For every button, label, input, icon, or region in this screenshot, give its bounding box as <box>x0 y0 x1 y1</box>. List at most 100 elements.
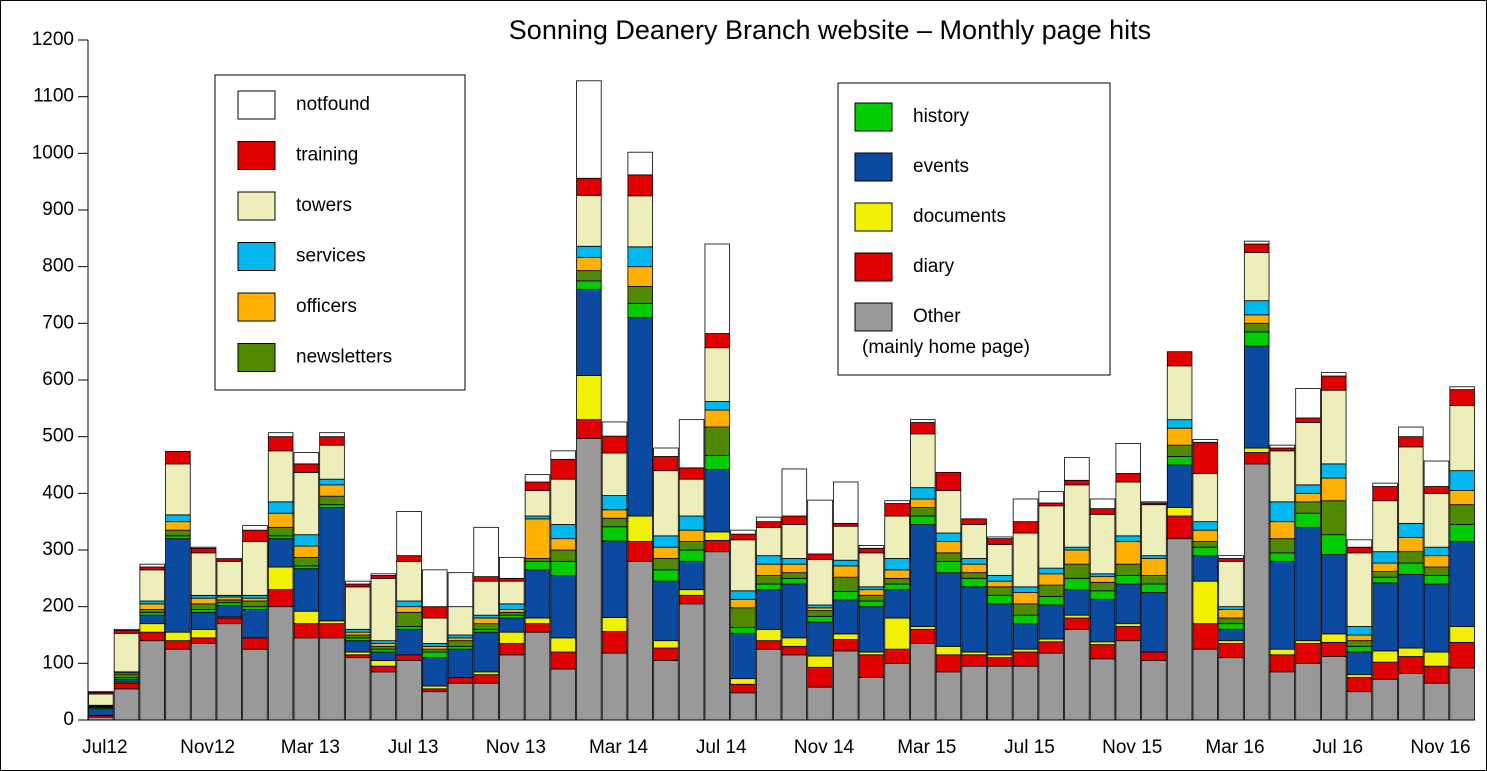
bar-segment <box>910 524 936 627</box>
bar-segment <box>1218 555 1244 559</box>
bar-segment <box>165 463 191 516</box>
bar-segment <box>961 577 987 588</box>
bar-segment <box>807 604 833 609</box>
bar-segment <box>832 599 859 635</box>
bar-segment <box>422 645 448 650</box>
bar-segment <box>704 333 731 349</box>
bar-segment <box>601 435 628 454</box>
bar-segment <box>216 602 243 606</box>
bar-segment <box>1141 555 1167 559</box>
bar-segment <box>832 565 859 578</box>
bar-segment <box>935 490 962 534</box>
bar-segment <box>678 589 705 596</box>
bar-segment <box>499 603 525 610</box>
bar-segment <box>1089 658 1116 721</box>
bar-segment <box>910 626 936 630</box>
bar-segment <box>653 470 679 537</box>
bar-segment <box>1115 626 1141 642</box>
bar-segment <box>576 194 602 247</box>
bar-segment <box>524 474 551 483</box>
bar-segment <box>396 611 422 627</box>
bar-segment <box>344 631 371 636</box>
bar-segment <box>1398 673 1424 721</box>
bar-segment <box>190 594 217 599</box>
bar-segment <box>653 647 679 661</box>
bar-segment <box>499 617 525 633</box>
bar-segment <box>1012 651 1039 667</box>
bar-segment <box>1115 623 1141 627</box>
x-tick-label: Jul 16 <box>1312 737 1363 758</box>
bar-segment <box>1166 365 1193 421</box>
bar-segment <box>1423 546 1450 557</box>
bar-segment <box>139 600 165 605</box>
bar-segment <box>935 654 962 673</box>
bar-segment <box>987 538 1013 545</box>
bar-segment <box>1064 614 1090 619</box>
bar-segment <box>755 563 782 576</box>
x-tick-label: Mar 15 <box>897 737 956 758</box>
bar-segment <box>242 594 268 599</box>
legend-swatch <box>854 252 893 282</box>
bar-segment <box>242 609 268 639</box>
bar-segment <box>755 555 782 565</box>
bar-segment <box>370 648 397 653</box>
x-tick-label: Mar 14 <box>589 737 649 758</box>
bar-segment <box>730 632 756 680</box>
bar-segment <box>422 688 448 693</box>
bar-segment <box>1243 322 1270 333</box>
bar-segment <box>1089 644 1116 660</box>
bar-segment <box>987 665 1013 721</box>
bar-segment <box>961 665 987 721</box>
bar-segment <box>1449 667 1475 721</box>
bar-segment <box>884 558 910 571</box>
bar-segment <box>139 614 165 625</box>
bar-segment <box>755 516 782 523</box>
bar-segment <box>987 594 1013 605</box>
bar-segment <box>884 503 910 517</box>
bar-segment <box>755 589 782 630</box>
bar-segment <box>165 450 191 465</box>
bar-segment <box>1038 638 1064 643</box>
bar-segment <box>524 560 551 571</box>
bar-segment <box>139 563 165 568</box>
bar-segment <box>1320 633 1347 643</box>
legend-label: training <box>296 145 358 166</box>
bar-segment <box>858 552 885 588</box>
bar-segment <box>396 555 422 562</box>
bar-segment <box>293 471 320 536</box>
bar-segment <box>524 569 551 619</box>
bar-segment <box>781 468 808 517</box>
bar-segment <box>1141 501 1167 504</box>
bar-segment <box>832 522 859 527</box>
bar-segment <box>1372 500 1398 553</box>
bar-segment <box>113 632 140 673</box>
bar-segment <box>807 615 833 623</box>
bar-segment <box>370 651 397 661</box>
bar-segment <box>319 504 345 508</box>
bar-segment <box>781 637 808 647</box>
bar-segment <box>139 603 165 610</box>
bar-segment <box>627 174 653 197</box>
bar-segment <box>216 558 243 561</box>
bar-segment <box>1218 623 1244 630</box>
y-tick-label: 600 <box>42 369 74 390</box>
bar-segment <box>1192 473 1219 523</box>
bar-segment <box>653 546 679 559</box>
bar-segment <box>190 603 217 610</box>
bar-segment <box>1012 498 1039 523</box>
bar-segment <box>242 597 268 602</box>
bar-segment <box>1218 558 1244 562</box>
bar-segment <box>832 559 859 567</box>
bar-segment <box>88 691 114 693</box>
bar-segment <box>1166 538 1193 721</box>
bar-segment <box>550 458 576 480</box>
bar-segment <box>1320 656 1347 721</box>
bar-segment <box>781 515 808 525</box>
bar-segment <box>1320 375 1347 391</box>
bar-segment <box>704 347 731 402</box>
bar-segment <box>1269 538 1296 554</box>
bar-segment <box>422 691 448 721</box>
bar-segment <box>601 452 628 497</box>
bar-segment <box>1346 645 1373 653</box>
bar-segment <box>1141 504 1167 557</box>
